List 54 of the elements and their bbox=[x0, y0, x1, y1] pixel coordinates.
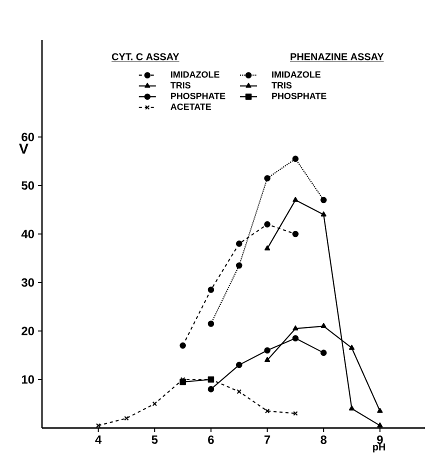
point bbox=[264, 175, 270, 182]
point bbox=[320, 323, 326, 328]
annotation: CYT. C ASSAY bbox=[112, 53, 180, 60]
legend-label: PHOSPHATE bbox=[272, 92, 326, 100]
point bbox=[264, 347, 270, 354]
point bbox=[292, 335, 299, 342]
legend-label: TRIS bbox=[272, 82, 292, 88]
point bbox=[236, 240, 242, 247]
legend-label: ACETATE bbox=[170, 104, 212, 110]
point bbox=[264, 245, 270, 250]
y-tick-label: 50 bbox=[22, 181, 34, 190]
x-axis-title: pH bbox=[373, 443, 386, 452]
point bbox=[292, 156, 299, 162]
point bbox=[320, 211, 326, 216]
legend-label: IMIDAZOLE bbox=[170, 71, 220, 78]
x-tick-label: 9 bbox=[377, 436, 383, 444]
point bbox=[264, 356, 270, 362]
point bbox=[236, 389, 242, 394]
point bbox=[377, 422, 383, 428]
point bbox=[264, 408, 270, 414]
y-tick-label: 10 bbox=[22, 375, 34, 384]
y-tick-label: 60 bbox=[22, 132, 34, 142]
legend-label: PHOSPHATE bbox=[170, 92, 226, 100]
point bbox=[293, 411, 298, 416]
point bbox=[320, 196, 327, 204]
y-tick-label: 30 bbox=[21, 278, 34, 287]
y-axis-title: V bbox=[19, 144, 28, 154]
point bbox=[152, 401, 158, 406]
point bbox=[180, 342, 186, 349]
point bbox=[264, 221, 270, 228]
y-tick-label: 40 bbox=[21, 230, 34, 238]
point bbox=[292, 230, 299, 238]
point bbox=[292, 325, 298, 330]
point bbox=[348, 344, 355, 350]
y-tick-label: 20 bbox=[22, 326, 34, 336]
x-tick-label: 5 bbox=[152, 436, 158, 444]
point bbox=[208, 386, 214, 392]
x-tick-label: 8 bbox=[320, 436, 327, 444]
point bbox=[208, 286, 214, 293]
point bbox=[292, 196, 298, 202]
x-tick-label: 4 bbox=[95, 436, 102, 444]
point bbox=[124, 416, 129, 421]
legend-label: IMIDAZOLE bbox=[272, 71, 320, 78]
point bbox=[348, 405, 355, 410]
x-tick-label: 6 bbox=[208, 436, 214, 444]
point bbox=[236, 262, 242, 269]
point bbox=[236, 362, 242, 368]
point bbox=[208, 320, 214, 327]
point bbox=[377, 408, 383, 413]
annotation: PHENAZINE ASSAY bbox=[290, 53, 384, 60]
point bbox=[320, 350, 327, 356]
point bbox=[96, 423, 101, 428]
legend-label: TRIS bbox=[170, 82, 190, 88]
x-tick-label: 7 bbox=[264, 436, 270, 444]
